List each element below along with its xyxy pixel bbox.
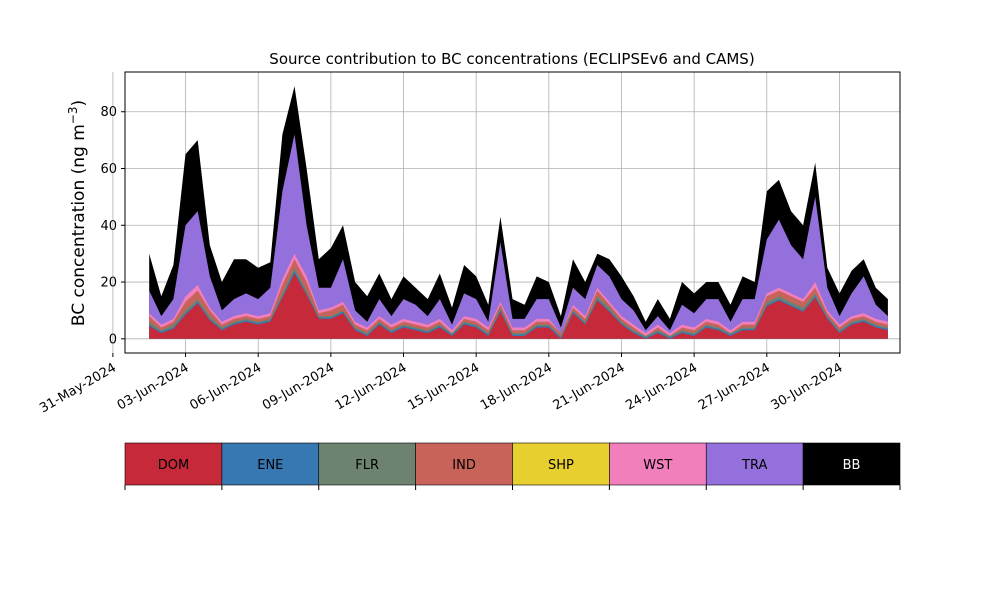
y-axis-label-close: ) bbox=[69, 100, 89, 107]
area-tra bbox=[149, 134, 888, 339]
y-tick-label: 60 bbox=[100, 162, 117, 177]
legend-swatch-shp bbox=[512, 442, 610, 486]
legend-swatch-dom bbox=[124, 442, 223, 486]
axes: 0 20 40 60 80 31-May-202403-Jun-202406-Jun-20… bbox=[37, 105, 845, 416]
area-dom bbox=[149, 273, 888, 339]
legend-label-ene: ENE bbox=[257, 458, 283, 473]
y-tick-label: 0 bbox=[109, 332, 117, 347]
y-tick-label: 40 bbox=[100, 219, 117, 234]
legend-swatch-flr bbox=[318, 442, 416, 486]
x-tick-label: 06-Jun-2024 bbox=[187, 360, 264, 413]
plot-frame bbox=[124, 71, 901, 354]
x-tick-label: 30-Jun-2024 bbox=[769, 360, 846, 413]
legend-label-tra: TRA bbox=[741, 458, 767, 473]
legend-swatch-ene bbox=[221, 442, 320, 486]
legend-label-shp: SHP bbox=[548, 458, 574, 473]
x-tick-label: 09-Jun-2024 bbox=[260, 360, 337, 413]
legend-label-dom: DOM bbox=[158, 458, 189, 473]
y-tick-label: 80 bbox=[100, 105, 117, 120]
y-axis-label-text: BC concentration (ng m bbox=[69, 124, 89, 326]
legend-label-ind: IND bbox=[452, 458, 476, 473]
legend-swatch-ind bbox=[415, 442, 513, 486]
chart-title: Source contribution to BC concentrations… bbox=[269, 50, 754, 68]
legend-swatch-bb bbox=[802, 442, 901, 486]
x-tick-label: 21-Jun-2024 bbox=[551, 360, 628, 413]
legend-swatch-wst bbox=[609, 442, 707, 486]
y-axis-label: BC concentration (ng m−3) bbox=[66, 100, 89, 326]
legend-label-flr: FLR bbox=[355, 458, 379, 473]
x-tick-label: 12-Jun-2024 bbox=[333, 360, 410, 413]
x-tick-label: 15-Jun-2024 bbox=[405, 360, 482, 413]
x-tick-label: 03-Jun-2024 bbox=[115, 360, 192, 413]
y-tick-label: 20 bbox=[100, 276, 117, 291]
x-tick-label: 27-Jun-2024 bbox=[696, 360, 773, 413]
legend-label-bb: BB bbox=[843, 458, 861, 473]
legend: DOM ENE FLR IND SHP WST TRA BB bbox=[124, 442, 901, 490]
x-tick-label: 18-Jun-2024 bbox=[478, 360, 555, 413]
y-axis-label-sup: −3 bbox=[66, 106, 80, 124]
legend-label-wst: WST bbox=[643, 458, 672, 473]
x-tick-label: 31-May-2024 bbox=[37, 360, 119, 416]
area-bb bbox=[149, 86, 888, 339]
stacked-areas bbox=[149, 86, 888, 339]
legend-swatch-tra bbox=[705, 442, 804, 486]
x-tick-label: 24-Jun-2024 bbox=[623, 360, 700, 413]
